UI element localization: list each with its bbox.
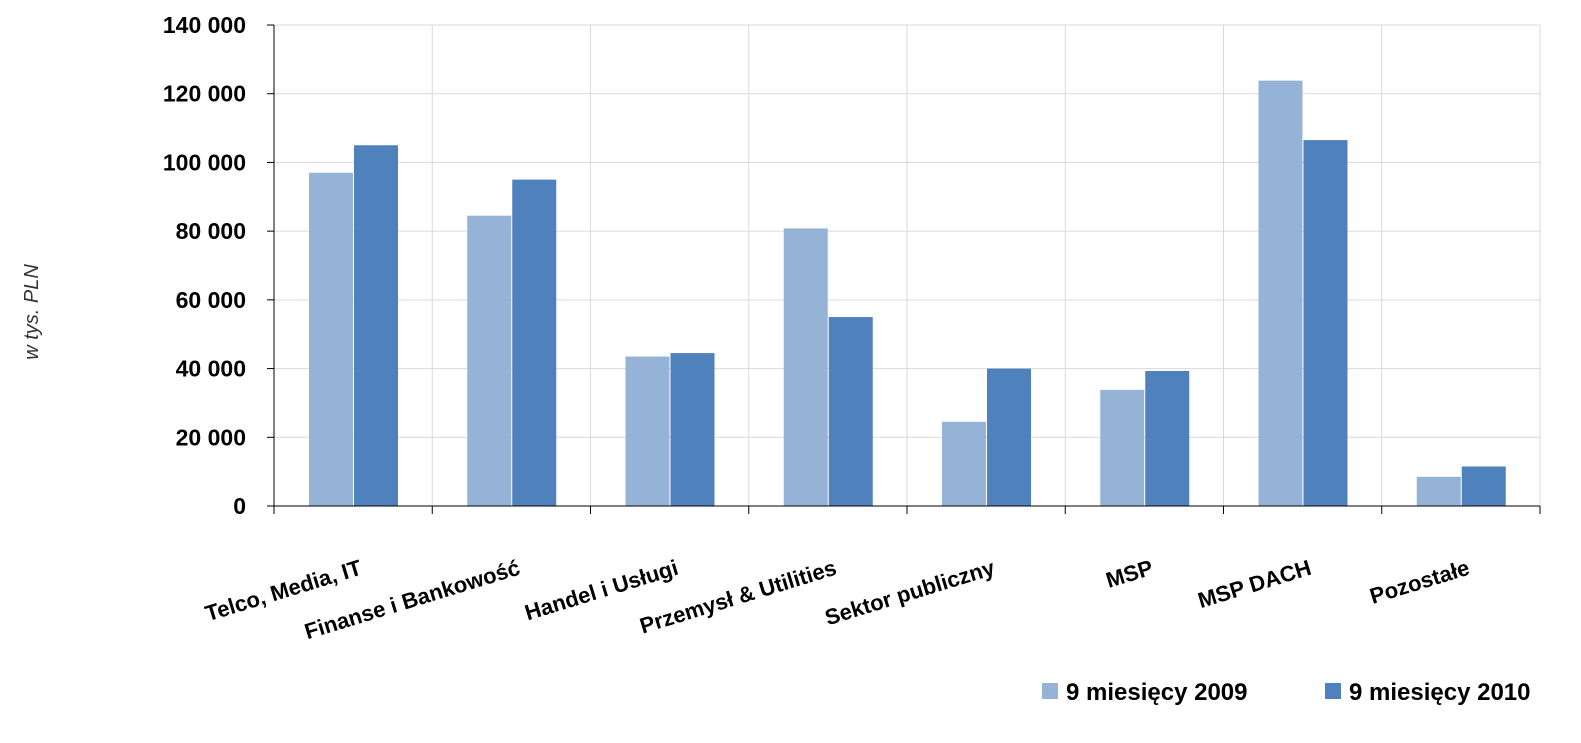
bar: [670, 353, 715, 506]
gridlines: [274, 24, 1541, 506]
bar: [942, 421, 986, 506]
x-tick-label: Sektor publiczny: [822, 555, 998, 631]
y-tick-label: 20 000: [176, 424, 246, 450]
bar: [987, 368, 1031, 506]
x-tick-label: MSP DACH: [1195, 555, 1314, 613]
legend-label: 9 miesięcy 2009: [1066, 679, 1248, 706]
y-tick-label: 0: [233, 493, 246, 519]
legend: 9 miesięcy 2009 9 miesięcy 2010: [1042, 679, 1531, 706]
y-tick-label: 140 000: [163, 12, 246, 38]
y-tick-labels: 0 20 000 40 000 60 000 80 000 100 000 120 000 1…: [163, 12, 246, 519]
bar: [1303, 140, 1348, 506]
y-tick-label: 40 000: [176, 356, 246, 382]
bars: [309, 80, 1506, 507]
bar: [1145, 370, 1190, 506]
y-tick-label: 100 000: [163, 149, 246, 175]
legend-swatch: [1042, 683, 1058, 699]
bar: [1258, 80, 1303, 506]
x-tick-label: MSP: [1103, 555, 1156, 593]
bar: [1100, 389, 1145, 506]
axes: [267, 24, 1541, 514]
bar: [783, 228, 828, 506]
bar: [309, 172, 353, 506]
y-tick-label: 80 000: [176, 218, 246, 244]
bar: [828, 317, 873, 506]
x-tick-label: Pozostałe: [1367, 555, 1473, 609]
y-axis-label: w tys. PLN: [21, 264, 43, 360]
bar: [625, 356, 670, 506]
y-tick-label: 60 000: [176, 287, 246, 313]
bar: [467, 215, 512, 507]
bar: [512, 179, 557, 506]
bar: [354, 145, 398, 506]
y-tick-label: 120 000: [163, 81, 246, 107]
bar: [1461, 466, 1506, 506]
bar: [1416, 476, 1461, 506]
legend-label: 9 miesięcy 2010: [1349, 679, 1531, 706]
legend-swatch: [1325, 683, 1341, 699]
